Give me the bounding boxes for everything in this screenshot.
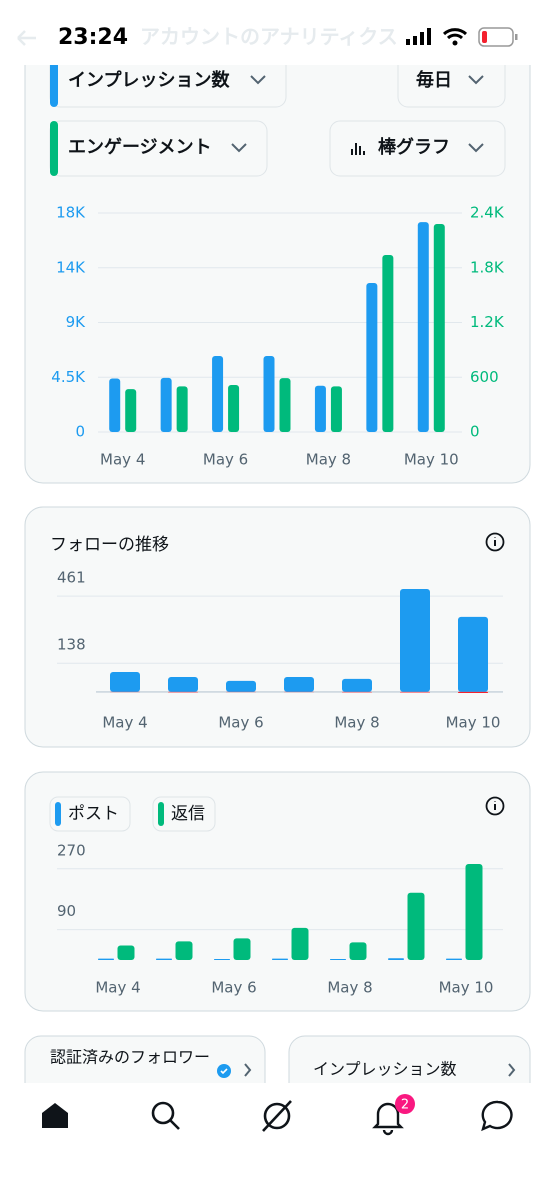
bar <box>400 589 430 692</box>
bar <box>314 385 326 432</box>
legend-label: 返信 <box>171 804 205 824</box>
nav-messages[interactable] <box>481 1100 513 1132</box>
nav-notifications[interactable]: 2 <box>372 1094 415 1136</box>
nav-bar <box>0 1083 555 1200</box>
bar <box>214 958 230 960</box>
x-tick-label: May 6 <box>211 979 256 997</box>
card-title: 認証済みのフォロワー <box>50 1048 210 1067</box>
bar <box>226 680 256 692</box>
x-tick-label: May 10 <box>404 451 459 469</box>
bar <box>263 355 275 432</box>
bar <box>458 691 488 693</box>
x-tick-label: May 4 <box>100 451 145 469</box>
y2-tick-label: 600 <box>470 368 499 386</box>
x-tick-label: May 10 <box>446 714 501 732</box>
dropdown[interactable]: インプレッション数 <box>49 51 287 108</box>
card <box>24 771 531 1012</box>
dropdown-label: 毎日 <box>416 69 452 91</box>
legend-chip[interactable]: ポスト <box>49 796 131 832</box>
bar <box>458 616 488 692</box>
y-tick-label: 270 <box>57 841 86 859</box>
bar <box>175 941 193 960</box>
bar <box>291 927 309 960</box>
bar <box>109 378 121 432</box>
dropdown-label: 棒グラフ <box>378 136 450 158</box>
x-tick-label: May 4 <box>95 979 140 997</box>
card-title: インプレッション数 <box>313 1060 457 1079</box>
bar <box>279 378 291 432</box>
bar <box>160 377 172 432</box>
y2-tick-label: 1.2K <box>470 313 505 331</box>
y-tick-label: 90 <box>57 902 76 920</box>
back-icon[interactable] <box>17 30 36 46</box>
y-tick-label: 18K <box>56 204 86 222</box>
wifi-icon <box>442 28 468 40</box>
y2-tick-label: 1.8K <box>470 258 505 276</box>
info-icon[interactable] <box>485 796 505 816</box>
nav-grok[interactable] <box>262 1100 292 1132</box>
info-icon[interactable] <box>485 532 505 552</box>
dropdown-label: インプレッション数 <box>68 69 230 91</box>
bar <box>228 385 240 432</box>
bar <box>382 254 394 432</box>
legend-chip[interactable]: 返信 <box>152 796 216 832</box>
bar <box>284 676 314 692</box>
y-tick-label: 4.5K <box>51 368 86 386</box>
summary-card[interactable]: インプレッション数 <box>288 1035 531 1126</box>
x-tick-label: May 6 <box>203 451 248 469</box>
bar <box>212 355 224 432</box>
bar <box>98 958 114 960</box>
dropdown[interactable]: 棒グラフ <box>329 120 506 177</box>
badge: 2 <box>401 1098 409 1113</box>
y-tick-label: 138 <box>57 636 86 654</box>
bar <box>156 958 172 960</box>
y2-tick-label: 2.4K <box>470 204 505 222</box>
x-tick-label: May 4 <box>102 714 147 732</box>
bar <box>330 958 346 960</box>
x-tick-label: May 8 <box>327 979 372 997</box>
y2-tick-label: 0 <box>470 423 480 441</box>
nav-search[interactable] <box>151 1101 180 1130</box>
summary-card[interactable]: 認証済みのフォロワー <box>24 1035 266 1126</box>
battery-icon <box>478 27 518 47</box>
bar <box>125 389 137 432</box>
charts: 0 4.5K 9K 14K 18K 0 600 1.2K 1.8K 2.4K May 4 May 6 M… <box>51 204 505 997</box>
card-title: フォローの推移 <box>50 535 169 555</box>
y-tick-label: 14K <box>56 258 86 276</box>
bar <box>349 942 367 960</box>
signal-icon <box>406 28 431 45</box>
bar <box>168 676 198 692</box>
bar <box>272 958 288 960</box>
y-tick-label: 461 <box>57 569 86 587</box>
bar <box>117 945 135 960</box>
legend-label: ポスト <box>68 804 119 824</box>
y-tick-label: 9K <box>66 313 87 331</box>
bar <box>330 386 342 432</box>
dropdown-label: エンゲージメント <box>68 136 212 158</box>
header-title: アカウントのアナリティクス <box>140 25 398 49</box>
bar <box>110 671 140 692</box>
bar <box>342 678 372 692</box>
bar <box>433 223 445 432</box>
nav-home[interactable] <box>42 1103 68 1128</box>
bar <box>388 958 404 960</box>
x-tick-label: May 10 <box>439 979 494 997</box>
bar <box>400 691 430 693</box>
x-tick-label: May 8 <box>306 451 351 469</box>
dropdown[interactable]: 毎日 <box>397 51 506 108</box>
y-tick-label: 0 <box>75 423 85 441</box>
clock: 23:24 <box>58 25 128 50</box>
x-tick-label: May 8 <box>334 714 379 732</box>
bar <box>407 892 425 960</box>
x-tick-label: May 6 <box>218 714 263 732</box>
bar <box>366 282 378 432</box>
bar <box>233 938 251 960</box>
bar <box>465 864 483 960</box>
bar <box>176 386 188 432</box>
dropdown[interactable]: エンゲージメント <box>49 120 268 177</box>
bar <box>417 222 429 432</box>
bar <box>446 958 462 960</box>
